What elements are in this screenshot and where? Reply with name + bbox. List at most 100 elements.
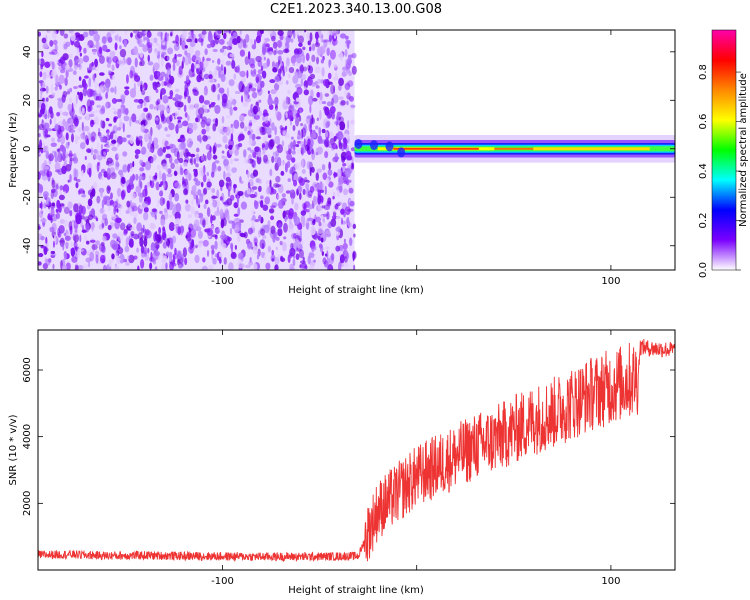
noise-speckle (293, 179, 298, 187)
noise-speckle (143, 206, 149, 213)
noise-speckle (347, 119, 350, 130)
noise-speckle (259, 127, 266, 136)
noise-speckle (327, 264, 334, 270)
noise-speckle (352, 250, 357, 260)
noise-speckle (256, 254, 260, 260)
noise-speckle (77, 57, 84, 65)
signal-blob (354, 138, 363, 149)
noise-speckle (339, 51, 344, 62)
noise-speckle (261, 47, 267, 56)
noise-speckle (80, 132, 86, 140)
noise-speckle (239, 219, 244, 223)
noise-speckle (77, 127, 83, 133)
noise-speckle (111, 64, 115, 71)
noise-speckle (179, 151, 184, 159)
noise-speckle (306, 115, 312, 120)
noise-speckle (263, 224, 270, 234)
noise-speckle (342, 249, 345, 256)
noise-speckle (157, 76, 164, 81)
noise-speckle (280, 255, 284, 262)
noise-speckle (126, 57, 132, 66)
noise-speckle (106, 56, 109, 63)
noise-speckle (140, 181, 143, 190)
noise-speckle (214, 68, 218, 77)
noise-speckle (59, 30, 65, 36)
noise-speckle (271, 258, 275, 262)
noise-speckle (61, 165, 67, 175)
noise-speckle (75, 262, 79, 266)
noise-speckle (65, 151, 69, 159)
noise-speckle (318, 181, 325, 191)
noise-speckle (255, 106, 261, 112)
noise-speckle (68, 124, 72, 133)
noise-speckle (181, 43, 187, 51)
noise-speckle (87, 198, 93, 207)
noise-speckle (297, 176, 303, 184)
noise-speckle (116, 187, 122, 198)
noise-speckle (285, 209, 291, 215)
noise-speckle (239, 49, 246, 57)
noise-speckle (188, 68, 195, 78)
noise-speckle (237, 207, 241, 216)
noise-speckle (132, 75, 135, 83)
noise-speckle (288, 222, 294, 230)
noise-speckle (200, 181, 204, 188)
noise-speckle (77, 264, 84, 270)
noise-speckle (110, 87, 115, 93)
noise-speckle (301, 127, 307, 138)
noise-speckle (254, 83, 257, 87)
noise-speckle (285, 80, 289, 85)
noise-speckle (342, 242, 348, 250)
noise-speckle (329, 255, 335, 265)
noise-speckle (340, 99, 346, 106)
noise-speckle (224, 205, 228, 212)
noise-speckle (347, 208, 354, 212)
noise-speckle (120, 93, 126, 100)
noise-speckle (293, 31, 296, 39)
noise-speckle (67, 179, 70, 183)
noise-speckle (315, 125, 319, 130)
noise-speckle (227, 236, 232, 242)
noise-speckle (51, 92, 56, 98)
noise-speckle (144, 151, 151, 158)
noise-speckle (326, 211, 330, 220)
noise-speckle (183, 188, 188, 196)
noise-speckle (289, 247, 296, 257)
noise-speckle (98, 46, 103, 54)
noise-speckle (40, 224, 44, 228)
noise-speckle (316, 168, 323, 173)
noise-speckle (101, 222, 105, 229)
noise-speckle (324, 93, 330, 97)
noise-speckle (85, 222, 90, 233)
noise-speckle (71, 133, 74, 143)
noise-speckle (83, 223, 86, 231)
noise-speckle (222, 135, 228, 144)
noise-speckle (224, 172, 231, 178)
noise-speckle (252, 169, 259, 177)
noise-speckle (317, 78, 321, 85)
noise-speckle (236, 194, 240, 205)
noise-speckle (169, 75, 174, 85)
noise-speckle (144, 236, 148, 241)
noise-speckle (189, 158, 193, 164)
noise-speckle (239, 232, 244, 237)
noise-speckle (205, 199, 209, 205)
noise-speckle (212, 123, 217, 132)
noise-speckle (64, 241, 69, 247)
noise-speckle (293, 255, 296, 259)
noise-speckle (297, 70, 303, 79)
noise-speckle (42, 166, 50, 170)
noise-speckle (109, 30, 116, 34)
snr-x-axis-label: Height of straight line (km) (288, 585, 424, 596)
noise-speckle (253, 211, 256, 215)
noise-speckle (150, 180, 155, 189)
noise-speckle (155, 88, 159, 93)
noise-speckle (253, 38, 257, 46)
noise-speckle (326, 250, 329, 259)
noise-speckle (301, 158, 304, 169)
noise-speckle (311, 54, 316, 63)
noise-speckle (259, 200, 264, 208)
noise-speckle (166, 133, 171, 138)
noise-speckle (80, 92, 83, 102)
noise-speckle (180, 253, 185, 264)
